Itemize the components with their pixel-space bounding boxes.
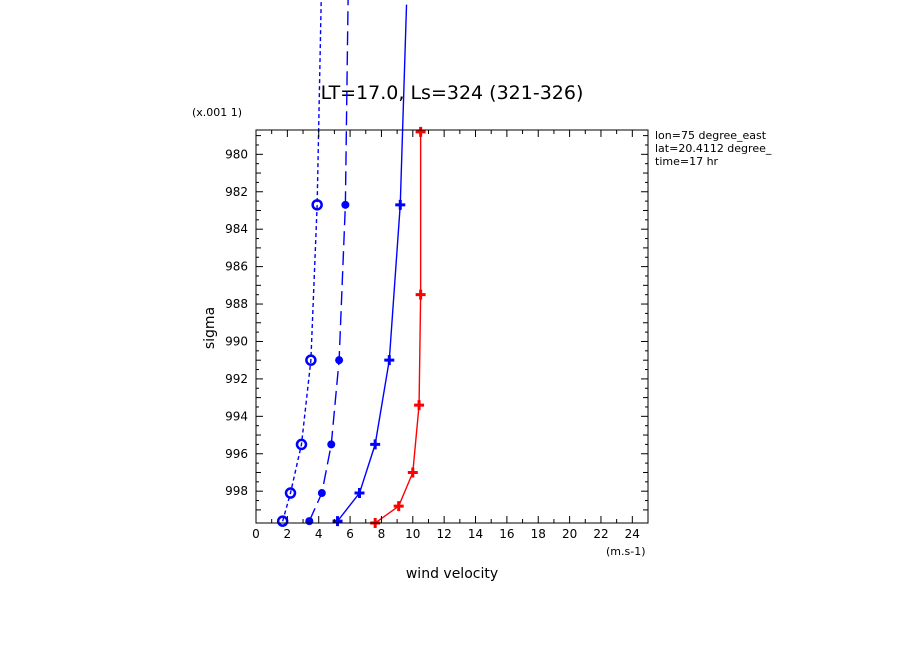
data-point — [327, 440, 336, 449]
x-tick-label: 4 — [315, 527, 323, 541]
data-point — [341, 200, 350, 209]
x-tick-label: 16 — [499, 527, 514, 541]
info-line: time=17 hr — [655, 155, 719, 168]
y-tick-label: 990 — [225, 334, 248, 348]
data-point — [415, 289, 426, 300]
x-tick-label: 8 — [378, 527, 386, 541]
data-point — [395, 199, 406, 210]
data-point — [311, 199, 323, 211]
x-tick-label: 2 — [284, 527, 292, 541]
y-tick-label: 994 — [225, 409, 248, 423]
data-point — [305, 354, 317, 366]
x-tick-label: 0 — [252, 527, 260, 541]
x-tick-label: 10 — [405, 527, 420, 541]
x-tick-label: 22 — [593, 527, 608, 541]
data-point — [384, 355, 395, 366]
info-line: lat=20.4112 degree_ — [655, 142, 772, 155]
y-tick-label: 982 — [225, 185, 248, 199]
series-line — [281, 0, 322, 522]
data-point — [393, 501, 404, 512]
y-tick-label: 984 — [225, 222, 248, 236]
y-unit-label: (x.001 1) — [192, 106, 242, 119]
y-axis-label: sigma — [202, 307, 218, 349]
y-tick-label: 986 — [225, 260, 248, 274]
series-group — [281, 0, 422, 523]
data-point — [414, 400, 425, 411]
y-tick-label: 998 — [225, 484, 248, 498]
x-axis-label: wind velocity — [406, 566, 498, 582]
x-tick-label: 24 — [625, 527, 640, 541]
series-line — [374, 131, 422, 523]
series-line — [308, 0, 349, 522]
x-tick-label: 20 — [562, 527, 577, 541]
data-point — [305, 517, 314, 526]
plot-frame — [255, 129, 649, 524]
data-point — [407, 467, 418, 478]
y-tick-label: 980 — [225, 147, 248, 161]
info-line: lon=75 degree_east — [655, 129, 767, 142]
x-unit-label: (m.s-1) — [606, 545, 646, 558]
data-point — [335, 356, 344, 365]
data-point — [295, 438, 308, 451]
y-tick-label: 996 — [225, 447, 248, 461]
data-point — [370, 439, 381, 450]
chart-title: LT=17.0, Ls=324 (321-326) — [321, 82, 584, 104]
data-point — [284, 487, 297, 499]
x-tick-label: 12 — [437, 527, 452, 541]
data-point — [415, 126, 426, 137]
x-tick-label: 6 — [346, 527, 354, 541]
x-tick-label: 14 — [468, 527, 483, 541]
markers-group — [276, 126, 426, 528]
series-line — [336, 4, 408, 522]
data-point — [354, 488, 365, 499]
x-axis: 0 2 4 6 8 10 12 14 16 18 20 22 24 — [252, 130, 640, 541]
y-axis: 980 982 984 986 988 990 992 994 996 998 — [225, 135, 648, 511]
data-point — [317, 489, 326, 498]
y-tick-label: 992 — [225, 372, 248, 386]
x-tick-label: 18 — [531, 527, 546, 541]
y-tick-label: 988 — [225, 297, 248, 311]
